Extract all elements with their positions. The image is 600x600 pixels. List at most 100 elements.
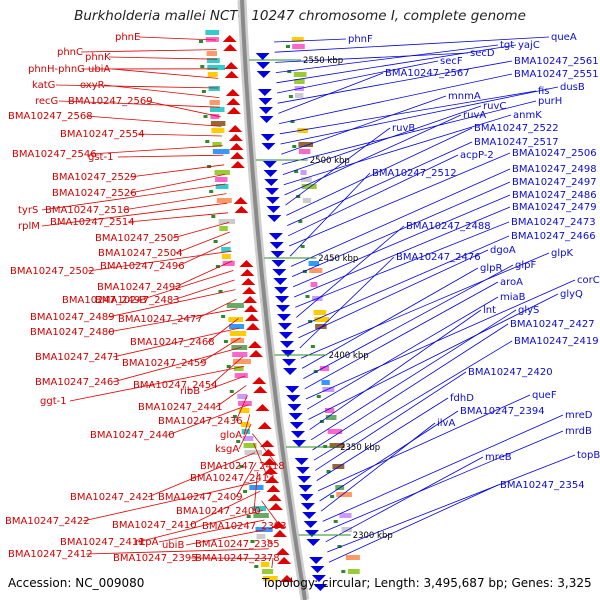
tick-mark: [205, 140, 210, 143]
reverse-gene-arrow: [294, 458, 309, 465]
gene-label: corC: [577, 275, 600, 286]
forward-gene-arrow: [275, 548, 290, 555]
label-connector: [278, 72, 384, 114]
feature-block: [325, 408, 335, 413]
label-connector: [276, 60, 439, 94]
feature-block: [329, 443, 345, 448]
gene-label: yajC: [518, 40, 540, 51]
forward-gene-arrow: [234, 206, 249, 213]
feature-block: [348, 569, 360, 574]
feature-block: [253, 513, 269, 518]
reverse-gene-arrow: [276, 305, 291, 312]
tick-mark: [199, 40, 203, 43]
reverse-gene-arrow: [282, 359, 297, 366]
forward-gene-arrow: [233, 197, 248, 204]
feature-block: [332, 464, 345, 469]
label-connector: [286, 127, 473, 216]
label-connector: [215, 385, 247, 408]
forward-gene-arrow: [277, 557, 292, 564]
feature-block: [293, 72, 307, 77]
reverse-gene-arrow: [302, 512, 317, 519]
reverse-gene-arrow: [256, 62, 271, 69]
forward-gene-arrow: [228, 125, 243, 132]
tick-mark: [316, 395, 321, 398]
label-connector: [112, 327, 240, 358]
tick-mark: [221, 315, 226, 318]
feature-block: [212, 142, 222, 147]
forward-gene-arrow: [222, 35, 237, 42]
feature-block: [336, 492, 352, 497]
reverse-gene-arrow: [286, 395, 301, 402]
label-connector: [177, 241, 231, 267]
feature-block: [263, 576, 278, 581]
label-connector: [279, 73, 513, 124]
label-connector: [294, 206, 511, 298]
gene-label: BMA10247_2413: [190, 473, 275, 484]
gene-label: topB: [577, 450, 600, 461]
reverse-gene-arrow: [313, 584, 328, 591]
forward-gene-arrow: [257, 422, 272, 429]
feature-block: [229, 331, 247, 336]
label-connector: [275, 52, 469, 63]
gene-label: fdhD: [450, 393, 474, 404]
reverse-gene-arrow: [272, 269, 287, 276]
reverse-gene-arrow: [295, 467, 310, 474]
forward-gene-arrow: [261, 449, 276, 456]
forward-gene-arrow: [255, 404, 270, 411]
tick-mark: [211, 215, 216, 218]
feature-block: [242, 436, 254, 441]
label-connector: [89, 145, 223, 155]
label-connector: [280, 86, 559, 145]
feature-block: [207, 72, 218, 77]
reverse-gene-arrow: [278, 332, 293, 339]
gene-label: ubiB: [162, 540, 184, 551]
feature-block: [345, 555, 360, 560]
forward-gene-arrow: [247, 341, 262, 348]
label-connector: [316, 397, 449, 481]
feature-block: [222, 261, 235, 266]
label-connectors: [41, 36, 576, 569]
label-connector: [267, 538, 274, 545]
reverse-gene-arrow: [289, 422, 304, 429]
tick-mark: [215, 265, 220, 268]
forward-gene-arrow: [245, 323, 260, 330]
label-connector: [207, 318, 239, 343]
reverse-gene-arrow: [290, 431, 305, 438]
kbp-marks: 2550 kbp 2500 kbp 2450 kbp 2400 kbp 2350 kbp…: [249, 56, 393, 541]
gene-label: BMA10247_2476: [396, 252, 481, 263]
forward-gene-arrow: [225, 89, 240, 96]
gene-label: tyrS: [18, 205, 38, 216]
gene-label: ksgA: [215, 444, 239, 455]
label-connector: [281, 95, 447, 155]
tick-mark: [292, 145, 297, 148]
label-connector: [112, 346, 242, 383]
forward-gene-arrow: [265, 476, 280, 483]
feature-block: [295, 93, 304, 98]
label-connector: [297, 235, 510, 328]
label-connector: [199, 337, 241, 364]
tick-mark: [326, 470, 331, 473]
feature-block: [233, 366, 244, 371]
label-connector: [261, 500, 281, 527]
gene-label: anmK: [513, 110, 542, 121]
label-connector: [276, 44, 517, 84]
label-connector: [320, 422, 436, 512]
reverse-gene-arrow: [265, 197, 280, 204]
label-connector: [147, 452, 256, 498]
label-connector: [174, 260, 233, 288]
label-connector: [290, 168, 511, 267]
gene-label: glyS: [518, 305, 539, 316]
feature-block: [302, 198, 312, 203]
gene-label: BMA10247_2454: [133, 380, 218, 391]
gene-label: BMA10247_2526: [52, 188, 137, 199]
forward-gene-arrow: [228, 134, 243, 141]
label-connector: [138, 36, 216, 41]
label-connector: [312, 323, 509, 451]
reverse-gene-arrow: [263, 170, 278, 177]
label-connector: [327, 454, 576, 553]
reverse-gene-arrow: [260, 134, 275, 141]
gene-label: queA: [551, 32, 577, 43]
tick-mark: [250, 540, 255, 543]
label-connector: [301, 267, 479, 369]
feature-block: [210, 121, 226, 126]
